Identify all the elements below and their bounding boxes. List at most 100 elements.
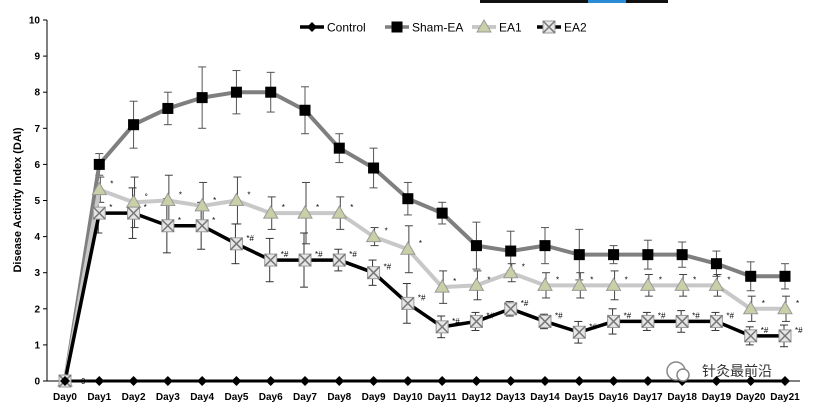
ea2-significance-mark: * [144, 203, 147, 212]
ea2-significance-mark: * [109, 203, 112, 212]
x-tick-label: Day17 [633, 392, 663, 403]
marker-ea1 [502, 264, 519, 279]
ea2-significance-mark: *# [726, 311, 734, 320]
marker-sham-ea [402, 193, 414, 205]
legend-marker-sham-ea [391, 21, 403, 33]
marker-sham-ea [265, 86, 277, 98]
marker-ea1 [674, 277, 691, 291]
day0-value-label: 0 [81, 377, 86, 386]
ea2-significance-mark: *# [795, 326, 803, 335]
series-line-sham-ea [63, 90, 785, 382]
marker-ea1 [708, 277, 725, 291]
x-tick-label: Day6 [259, 392, 283, 403]
x-tick-label: Day5 [224, 392, 248, 403]
marker-sham-ea [299, 104, 311, 116]
marker-ea1 [297, 205, 313, 219]
marker-cross [401, 296, 415, 310]
marker-ea2 [709, 314, 723, 328]
ea2-significance-mark: *# [521, 299, 529, 308]
ea2-significance-mark: *# [555, 311, 563, 320]
x-tick-label: Day11 [428, 392, 457, 403]
marker-sham-ea [128, 119, 140, 131]
ea2-significance-mark: *# [349, 250, 357, 259]
marker-sham-ea [196, 92, 208, 104]
ea2-significance-mark: *# [452, 317, 460, 326]
marker-cross [538, 314, 552, 328]
marker-control [574, 376, 585, 386]
wechat-icon-bubble [676, 368, 690, 382]
axes: 0 1 2 3 4 5 6 7 8 9 10 Day0 Day1 Day2 Day3 Day4 Day5 Day6… [12, 16, 800, 404]
marker-cross [92, 206, 106, 220]
marker-sham-ea [573, 249, 585, 261]
legend-label-sham-ea: Sham-EA [412, 21, 463, 35]
marker-ea2 [607, 314, 621, 328]
marker-control [642, 376, 653, 386]
marker-sham-ea [779, 270, 791, 282]
y-axis-title: Disease Activity Index (DAI) [12, 127, 24, 272]
marker-ea1 [571, 277, 588, 291]
marker-cross [469, 314, 483, 328]
x-tick-label: Day0 [53, 392, 77, 403]
x-tick-label: Day12 [462, 392, 492, 403]
marker-sham-ea [608, 249, 620, 261]
ea1-significance-mark: * [213, 196, 216, 205]
x-tick-label: Day2 [122, 392, 146, 403]
marker-cross [641, 314, 655, 328]
marker-ea2 [367, 266, 381, 280]
marker-ea2 [264, 253, 278, 267]
marker-control [265, 376, 276, 386]
x-tick-label: Day18 [667, 392, 697, 403]
ea1-significance-mark: * [419, 239, 422, 248]
marker-cross [744, 329, 758, 343]
marker-sham-ea [710, 258, 722, 270]
marker-control [162, 376, 173, 386]
marker-ea2 [778, 329, 792, 343]
marker-cross [709, 314, 723, 328]
marker-cross [367, 266, 381, 280]
marker-cross [572, 325, 586, 339]
y-tick-label: 2 [34, 304, 40, 315]
marker-sham-ea [436, 207, 448, 219]
y-tick-label: 9 [34, 52, 40, 63]
ea2-significance-mark: *# [384, 263, 392, 272]
marker-sham-ea [368, 162, 380, 174]
y-tick-label: 10 [29, 16, 41, 27]
marker-control [368, 376, 379, 386]
x-tick-label: Day19 [702, 392, 732, 403]
marker-ea1 [399, 241, 416, 255]
marker-cross [298, 253, 312, 267]
marker-sham-ea [333, 142, 345, 154]
marker-cross [195, 219, 209, 233]
legend-label-ea2: EA2 [564, 21, 587, 35]
marker-control [471, 376, 482, 386]
ea2-significance-mark: * [178, 216, 181, 225]
marker-cross [778, 329, 792, 343]
ea1-significance-mark: ° [145, 192, 148, 201]
marker-control [231, 376, 242, 386]
marker-ea1 [742, 300, 759, 315]
marker-control [711, 376, 722, 386]
series-markers [57, 86, 793, 388]
top-edge-bar [480, 0, 668, 3]
marker-control [60, 376, 70, 386]
x-tick-label: Day13 [496, 392, 526, 403]
marker-sham-ea [745, 270, 757, 282]
marker-control [128, 376, 139, 386]
series-line-ea2 [63, 211, 785, 382]
marker-ea2 [195, 219, 209, 233]
ea1-significance-mark: * [110, 180, 113, 189]
marker-sham-ea [230, 86, 242, 98]
marker-cross [332, 253, 346, 267]
marker-sham-ea [162, 102, 174, 114]
marker-ea2 [298, 253, 312, 267]
ea1-significance-mark: * [385, 227, 388, 236]
legend-marker-control [307, 22, 317, 32]
legend-label-control: Control [327, 21, 366, 35]
marker-cross [127, 206, 141, 220]
legend: Control Sham-EA EA1 EA2 [300, 19, 587, 35]
watermark: 针灸最前沿 [666, 361, 772, 382]
marker-cross [435, 320, 449, 334]
marker-ea1 [605, 277, 622, 291]
